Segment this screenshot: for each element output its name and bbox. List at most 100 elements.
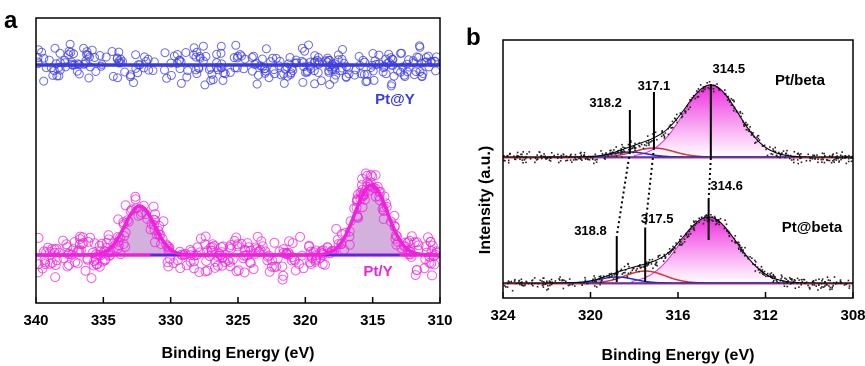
raw-data-point bbox=[567, 284, 570, 287]
pt-y-data-point bbox=[411, 265, 422, 276]
raw-data-point bbox=[835, 281, 838, 283]
pt-y-data-point bbox=[207, 239, 218, 250]
pt-at-y-data-point bbox=[91, 67, 101, 76]
raw-data-point bbox=[569, 159, 572, 161]
pt-y-data-point bbox=[200, 239, 211, 250]
raw-data-point bbox=[770, 153, 772, 155]
raw-data-point bbox=[610, 272, 613, 275]
pt-y-data-point bbox=[185, 256, 196, 267]
pt-at-y-data-point bbox=[381, 54, 391, 64]
raw-data-point bbox=[754, 263, 757, 266]
raw-data-point bbox=[827, 159, 829, 162]
raw-data-point bbox=[614, 272, 617, 275]
raw-data-point bbox=[814, 158, 817, 160]
raw-data-point bbox=[559, 276, 561, 278]
raw-data-point bbox=[671, 126, 674, 129]
raw-data-point bbox=[642, 147, 645, 150]
raw-data-point bbox=[612, 151, 614, 153]
raw-data-point bbox=[772, 148, 774, 150]
pt-at-y-data-point bbox=[79, 43, 89, 53]
raw-data-point bbox=[784, 156, 786, 159]
raw-data-point bbox=[683, 241, 686, 243]
raw-data-point bbox=[560, 154, 563, 157]
raw-data-point bbox=[623, 265, 626, 268]
panel-a-x-axis-title: Binding Energy (eV) bbox=[162, 345, 315, 362]
raw-data-point bbox=[765, 148, 767, 151]
raw-data-point bbox=[638, 144, 640, 147]
raw-data-point bbox=[756, 140, 759, 143]
pt-at-y-data-point bbox=[101, 52, 111, 62]
raw-data-point bbox=[748, 130, 750, 132]
raw-data-point bbox=[648, 259, 651, 261]
raw-data-point bbox=[583, 282, 585, 284]
raw-data-point bbox=[847, 157, 850, 160]
raw-data-point bbox=[831, 288, 833, 290]
panel-b-x-tick-label: 308 bbox=[840, 307, 865, 324]
pt-y-data-point bbox=[269, 237, 280, 248]
raw-data-point bbox=[763, 270, 766, 273]
raw-data-point bbox=[704, 86, 706, 88]
raw-data-point bbox=[513, 155, 515, 157]
raw-data-point bbox=[574, 153, 577, 156]
raw-data-point bbox=[671, 120, 674, 123]
raw-data-point bbox=[824, 155, 826, 157]
raw-data-point bbox=[639, 265, 641, 268]
raw-data-point bbox=[689, 99, 691, 101]
raw-data-point bbox=[770, 272, 773, 274]
pt-y-data-point bbox=[70, 257, 81, 268]
raw-data-point bbox=[714, 217, 716, 219]
raw-data-point bbox=[706, 220, 709, 222]
raw-data-point bbox=[676, 121, 678, 124]
raw-data-point bbox=[811, 284, 814, 286]
raw-data-point bbox=[727, 232, 730, 234]
raw-data-point bbox=[645, 141, 648, 144]
raw-data-point bbox=[796, 282, 799, 285]
raw-data-point bbox=[581, 281, 583, 284]
raw-data-point bbox=[661, 130, 663, 133]
raw-data-point bbox=[830, 161, 833, 164]
pt-at-y-data-point bbox=[182, 72, 192, 82]
raw-data-point bbox=[680, 116, 683, 119]
raw-data-point bbox=[796, 277, 799, 280]
pt-at-y-data-point bbox=[231, 40, 241, 50]
pt-y-data-point bbox=[232, 241, 243, 252]
pt-at-y-data-point bbox=[290, 58, 300, 68]
raw-data-point bbox=[832, 160, 834, 162]
raw-data-point bbox=[594, 159, 596, 161]
pt-at-y-data-point bbox=[247, 66, 257, 76]
pt-y-data-point bbox=[97, 256, 108, 267]
pt-at-y-data-point bbox=[129, 78, 138, 88]
raw-data-point bbox=[808, 286, 811, 289]
raw-data-point bbox=[632, 267, 634, 270]
raw-data-point bbox=[818, 284, 820, 286]
raw-data-point bbox=[817, 158, 819, 161]
raw-data-point bbox=[630, 141, 632, 143]
raw-data-point bbox=[759, 268, 761, 270]
raw-data-point bbox=[769, 275, 772, 277]
raw-data-point bbox=[693, 226, 695, 228]
pt-y-data-point bbox=[290, 265, 301, 276]
pt-at-y-data-point bbox=[200, 80, 210, 90]
raw-data-point bbox=[562, 287, 565, 290]
raw-data-point bbox=[611, 275, 613, 277]
raw-data-point bbox=[772, 275, 775, 278]
pt-y-data-point bbox=[113, 214, 124, 225]
raw-data-point bbox=[622, 272, 625, 274]
raw-data-point bbox=[777, 282, 780, 284]
raw-data-point bbox=[834, 157, 837, 160]
raw-data-point bbox=[514, 158, 517, 161]
raw-data-point bbox=[821, 286, 823, 288]
raw-data-point bbox=[724, 89, 726, 91]
raw-data-point bbox=[541, 280, 543, 282]
pt-at-y-data-point bbox=[378, 67, 388, 77]
raw-data-point bbox=[590, 157, 592, 159]
pt-y-data-point bbox=[163, 261, 174, 272]
raw-data-point bbox=[850, 157, 852, 159]
raw-data-point bbox=[731, 99, 734, 101]
pt-y-data-point bbox=[217, 260, 228, 271]
raw-data-point bbox=[784, 277, 786, 280]
pt-at-y-data-point bbox=[298, 77, 308, 87]
pt-at-y-data-point bbox=[216, 41, 226, 51]
raw-data-point bbox=[608, 273, 611, 275]
raw-data-point bbox=[578, 157, 580, 160]
